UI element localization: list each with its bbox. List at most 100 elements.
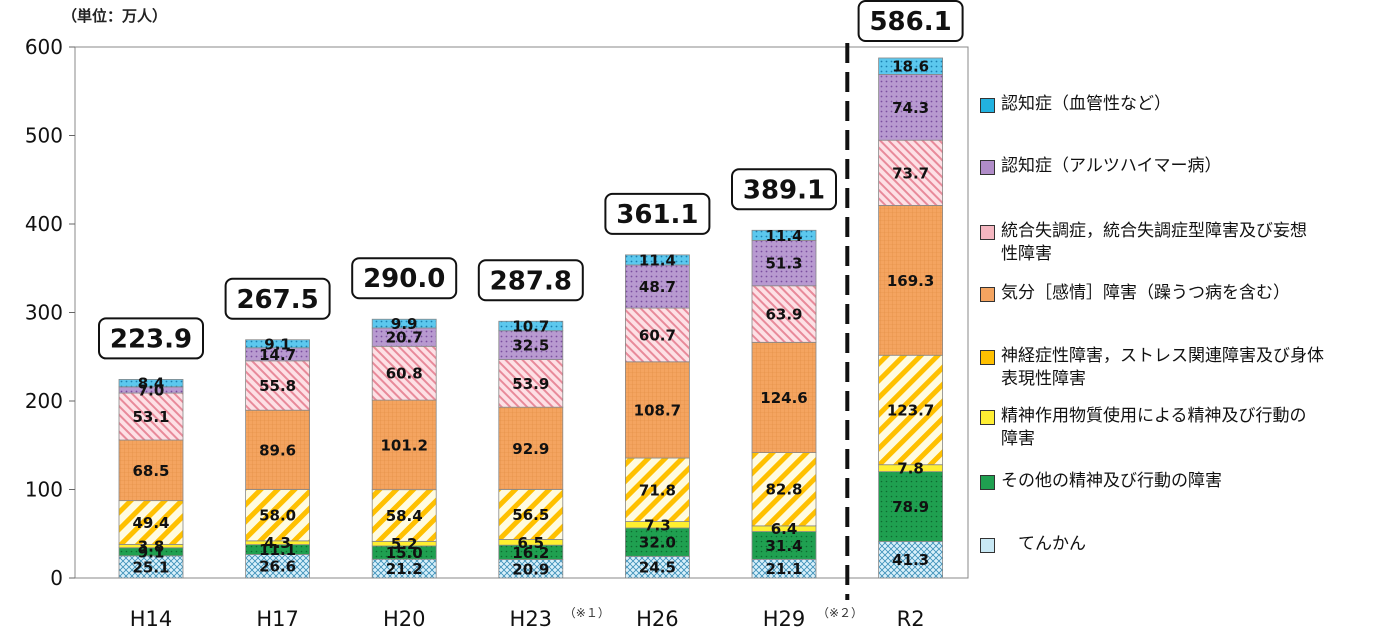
x-tick-label: R2: [897, 607, 925, 631]
data-label: 25.1: [132, 558, 169, 576]
data-label: 60.7: [639, 326, 676, 344]
legend-swatch: [980, 410, 995, 425]
legend-label-line: 認知症（血管性など）: [1001, 94, 1171, 114]
data-label: 89.6: [259, 441, 296, 459]
data-label: 5.2: [391, 535, 418, 553]
total-label: 586.1: [869, 7, 951, 37]
data-label: 20.7: [386, 329, 423, 347]
bar-segment: [878, 74, 943, 141]
bar-segment: [371, 489, 437, 542]
bar-segment: [878, 205, 943, 356]
x-tick-label: H20: [383, 607, 426, 631]
x-tick-label: H26: [636, 607, 679, 631]
total-box: [351, 257, 458, 300]
data-label: 53.1: [132, 408, 169, 426]
bar-segment: [245, 489, 311, 542]
bar-segment: [751, 229, 817, 241]
data-label: 15.0: [386, 544, 423, 562]
legend-label-line: 統合失調症，統合失調症型障害及び妄想: [1001, 221, 1307, 241]
legend-item: 認知症（アルツハイマー病）: [980, 155, 1390, 178]
y-tick-label: 0: [50, 566, 63, 590]
y-tick-label: 600: [25, 35, 63, 59]
legend-label-line: 性障害: [1001, 244, 1052, 264]
bar-segment: [751, 531, 817, 560]
legend-item: 統合失調症，統合失調症型障害及び妄想 性障害: [980, 220, 1390, 266]
legend-label-line: てんかん: [1001, 534, 1086, 554]
legend-item: 神経症性障害，ストレス関連障害及び身体 表現性障害: [980, 345, 1390, 391]
y-tick-label: 100: [25, 478, 63, 502]
bar-segment: [498, 330, 564, 360]
data-label: 7.8: [897, 460, 924, 478]
legend-swatch: [980, 350, 995, 365]
bar-segment: [118, 500, 184, 545]
bar-segment: [245, 339, 311, 349]
data-label: 11.4: [639, 251, 676, 269]
y-tick-label: 200: [25, 389, 63, 413]
data-label: 7.0: [138, 381, 165, 399]
legend-label: 統合失調症，統合失調症型障害及び妄想 性障害: [1001, 220, 1390, 266]
legend-label: その他の精神及び行動の障害: [1001, 470, 1390, 493]
total-label: 361.1: [616, 200, 698, 230]
legend-label: 精神作用物質使用による精神及び行動の 障害: [1001, 405, 1390, 451]
data-label: 58.0: [259, 507, 296, 525]
legend-label: てんかん: [1001, 533, 1390, 556]
legend-label-line: その他の精神及び行動の障害: [1001, 471, 1222, 491]
legend-label: 神経症性障害，ストレス関連障害及び身体 表現性障害: [1001, 345, 1390, 391]
legend-item: 精神作用物質使用による精神及び行動の 障害: [980, 405, 1390, 451]
bar-segment: [498, 406, 564, 490]
legend-swatch: [980, 287, 995, 302]
bar-segment: [371, 399, 437, 491]
data-label: 3.8: [138, 538, 165, 556]
total-box: [731, 168, 837, 211]
unit-label: （単位：万人）: [62, 7, 167, 25]
data-label: 21.1: [765, 560, 802, 578]
x-tick-label: H29: [763, 607, 806, 631]
legend-label-line: 表現性障害: [1001, 369, 1086, 389]
data-label: 6.4: [771, 520, 798, 538]
bar-segment: [625, 307, 690, 363]
x-tick-label: H14: [130, 607, 173, 631]
bar-segment: [878, 471, 943, 542]
legend-item: 気分［感情］障害（躁うつ病を含む）: [980, 282, 1390, 305]
data-label: 108.7: [634, 401, 681, 419]
data-label: 32.5: [512, 337, 549, 355]
data-label: 8.4: [138, 375, 165, 393]
bar-segment: [878, 57, 943, 75]
bar-segment: [371, 318, 437, 329]
y-tick-label: 300: [25, 301, 63, 325]
data-label: 73.7: [892, 164, 929, 182]
legend-label-line: 障害: [1001, 429, 1035, 449]
data-label: 56.5: [512, 506, 549, 524]
data-label: 21.2: [386, 560, 423, 578]
bar-segment: [751, 239, 817, 287]
data-label: 49.4: [132, 514, 169, 532]
data-label: 24.5: [639, 559, 676, 577]
legend-label-line: 神経症性障害，ストレス関連障害及び身体: [1001, 346, 1324, 366]
bar-segment: [118, 439, 184, 502]
data-label: 63.9: [765, 306, 802, 324]
total-box: [857, 0, 964, 42]
bar-segment: [371, 345, 437, 401]
legend-swatch: [980, 160, 995, 175]
legend-label: 認知症（アルツハイマー病）: [1001, 155, 1390, 178]
legend-item: てんかん: [980, 533, 1390, 556]
data-label: 10.7: [512, 317, 549, 335]
data-label: 53.9: [512, 375, 549, 393]
bar-segment: [498, 320, 564, 332]
data-label: 78.9: [892, 498, 929, 516]
bar-segment: [625, 264, 690, 309]
y-tick-label: 500: [25, 124, 63, 148]
data-label: 26.6: [259, 558, 296, 576]
data-label: 169.3: [887, 272, 934, 290]
data-label: 9.1: [264, 335, 291, 353]
total-box: [477, 259, 584, 302]
data-label: 48.7: [639, 278, 676, 296]
data-label: 18.6: [892, 58, 929, 76]
y-tick-label: 400: [25, 212, 63, 236]
data-label: 31.4: [765, 537, 802, 555]
legend-label-line: 気分［感情］障害（躁うつ病を含む）: [1001, 283, 1290, 303]
total-label: 287.8: [490, 266, 572, 296]
data-label: 41.3: [892, 551, 929, 569]
data-label: 14.7: [259, 346, 296, 364]
